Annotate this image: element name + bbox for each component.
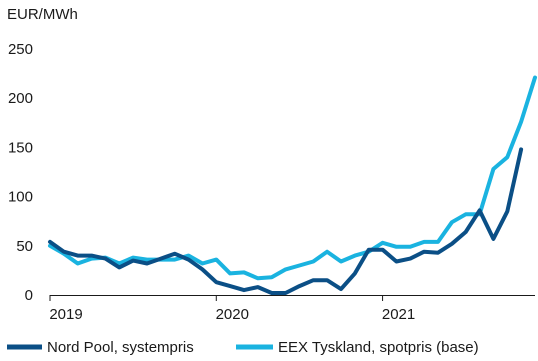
y-tick-label: 250	[8, 41, 33, 58]
y-tick-label: 0	[25, 287, 33, 304]
legend: Nord Pool, systempris EEX Tyskland, spot…	[7, 339, 479, 356]
y-axis-ticks: 0 50 100 150 200 250	[8, 41, 33, 304]
series-line-nord-pool	[48, 147, 524, 295]
legend-label-eex-tyskland: EEX Tyskland, spotpris (base)	[278, 339, 479, 356]
y-axis-unit-label: EUR/MWh	[7, 6, 78, 23]
x-tick-label: 2020	[216, 306, 249, 323]
y-tick-label: 200	[8, 90, 33, 107]
x-tick-label: 2019	[49, 306, 82, 323]
x-tick-label: 2021	[382, 306, 415, 323]
y-tick-label: 50	[16, 238, 33, 255]
y-tick-label: 150	[8, 139, 33, 156]
series-line-eex-tyskland	[48, 75, 537, 281]
y-tick-label: 100	[8, 189, 33, 206]
x-axis-ticks: 2019 2020 2021	[49, 295, 415, 323]
legend-label-nord-pool: Nord Pool, systempris	[47, 339, 194, 356]
series-lines	[48, 75, 537, 295]
